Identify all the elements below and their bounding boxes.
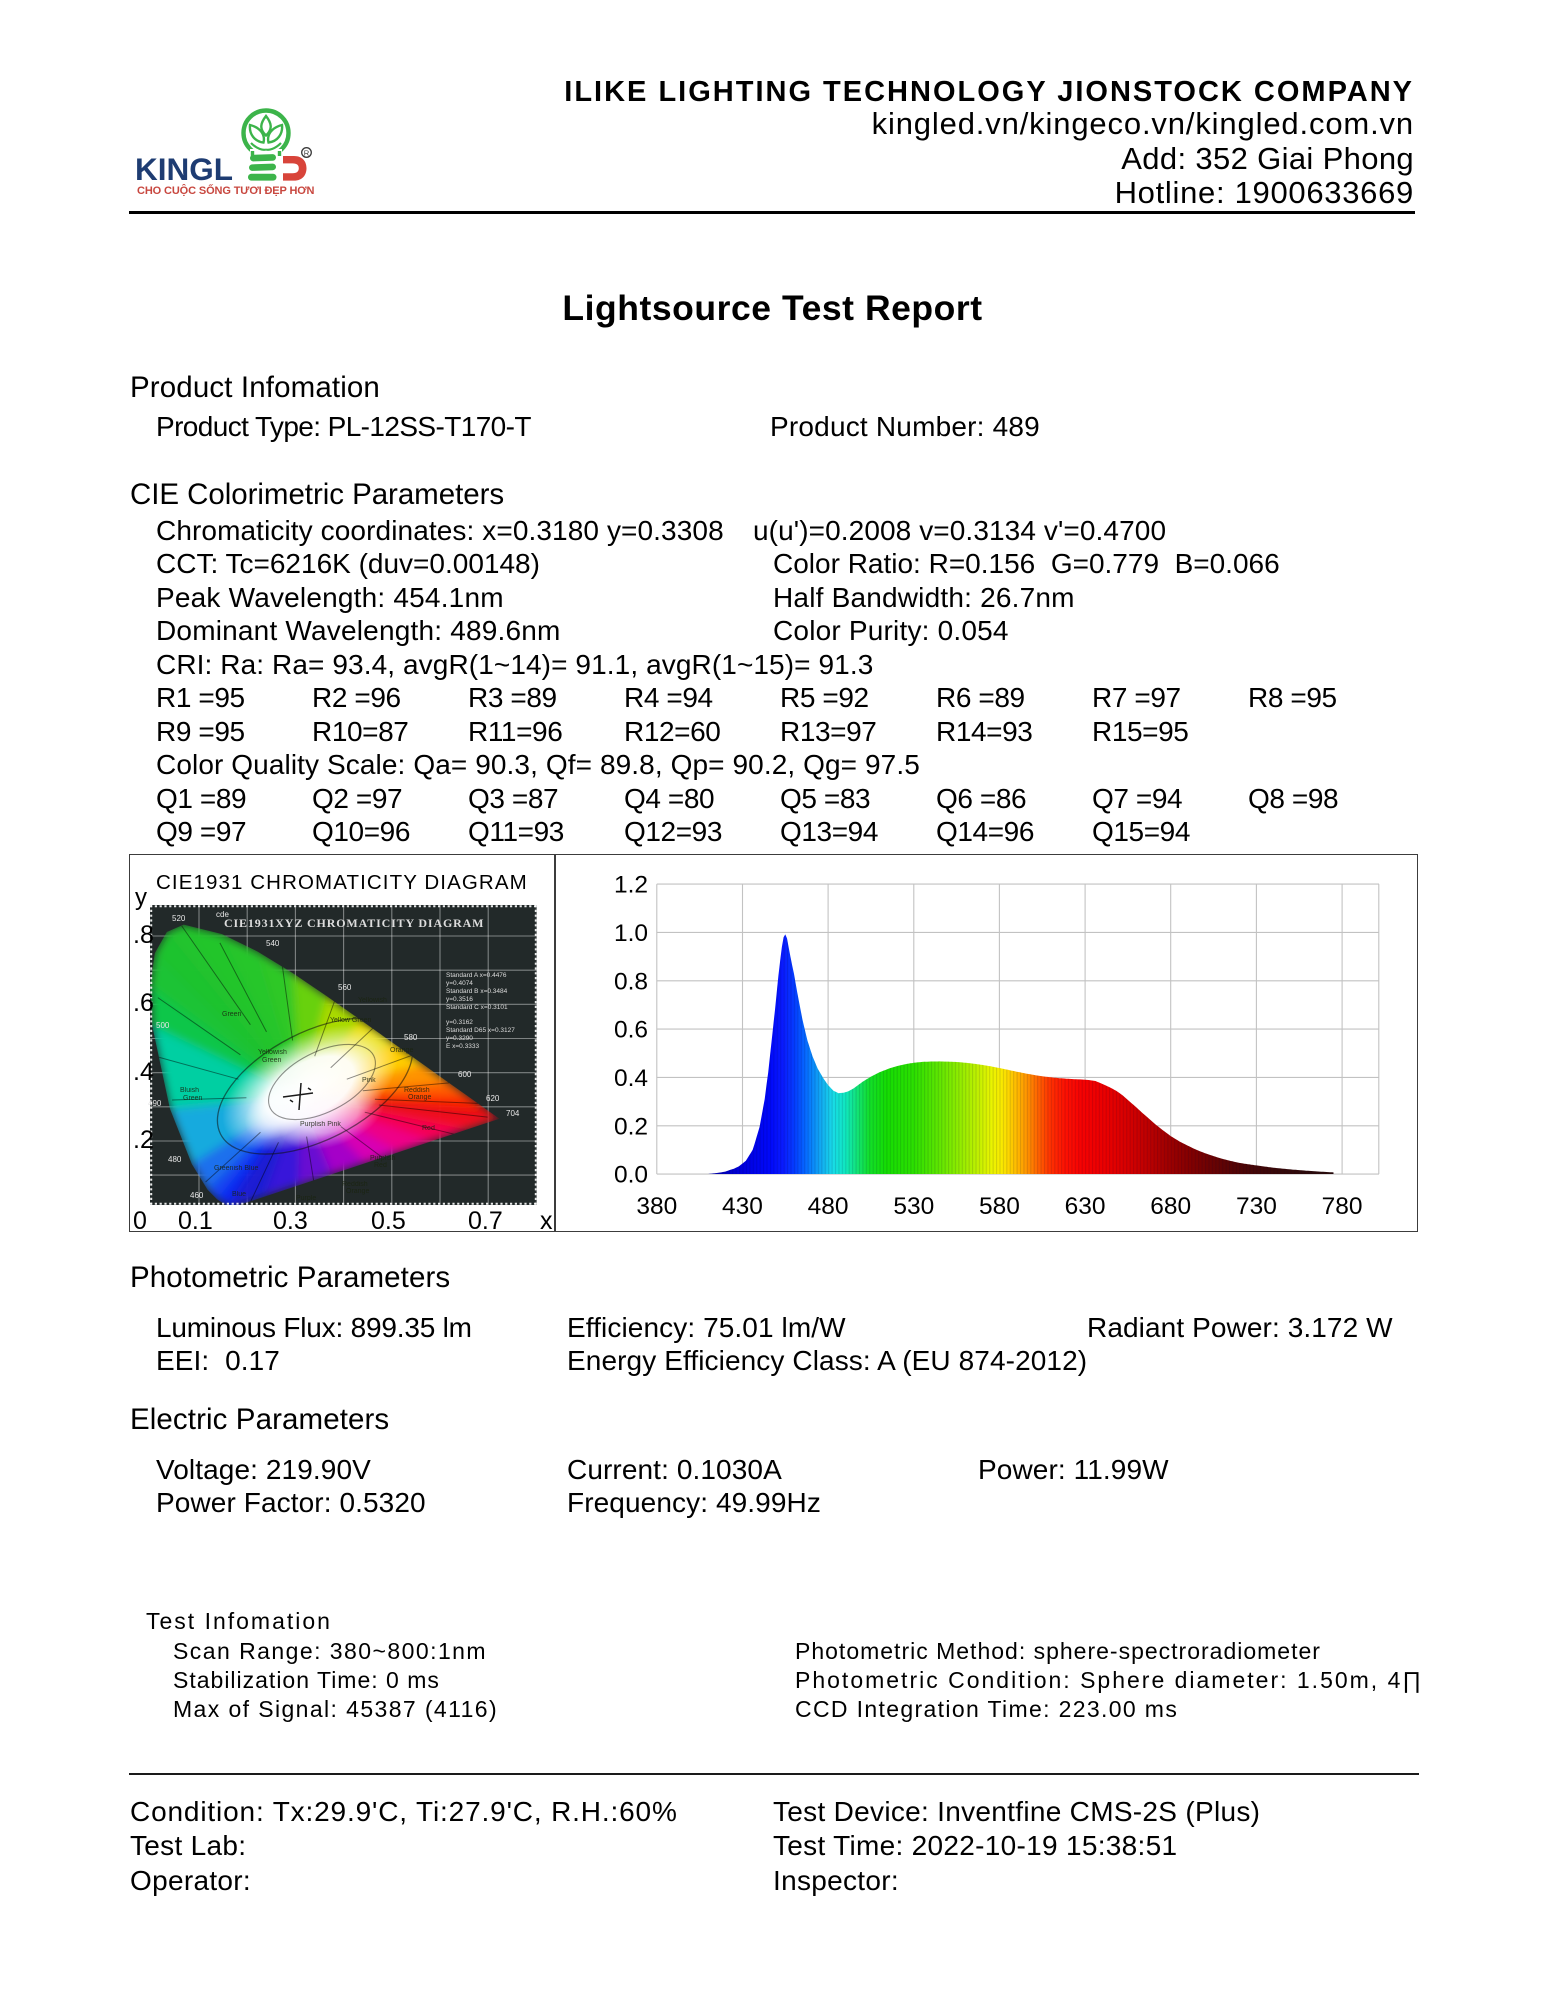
svg-text:520: 520	[172, 914, 186, 923]
svg-text:Greenish Blue: Greenish Blue	[214, 1165, 258, 1172]
svg-text:0.4: 0.4	[614, 1065, 648, 1092]
svg-text:704: 704	[506, 1109, 520, 1118]
svg-text:380: 380	[636, 1193, 677, 1220]
svg-text:780: 780	[1322, 1193, 1363, 1220]
svg-text:0.2: 0.2	[614, 1113, 648, 1140]
svg-text:480: 480	[808, 1193, 849, 1220]
svg-text:.8: .8	[133, 921, 154, 949]
svg-text:540: 540	[266, 939, 280, 948]
svg-text:Orange: Orange	[390, 1047, 413, 1054]
svg-text:500: 500	[156, 1021, 170, 1030]
svg-text:Yellowish: Yellowish	[358, 997, 387, 1004]
svg-text:Purplish Pink: Purplish Pink	[300, 1121, 341, 1128]
svg-text:R: R	[304, 149, 310, 158]
svg-text:y: y	[135, 884, 147, 911]
svg-text:1.2: 1.2	[614, 872, 648, 899]
svg-text:Red: Red	[422, 1125, 435, 1132]
svg-text:Standard D65 x=0.3127: Standard D65 x=0.3127	[446, 1027, 515, 1034]
svg-text:Orange: Orange	[346, 1188, 369, 1195]
svg-text:y=0.3516: y=0.3516	[446, 996, 473, 1003]
svg-text:Bluish: Bluish	[180, 1087, 199, 1094]
svg-text:Standard B x=0.3484: Standard B x=0.3484	[446, 988, 508, 995]
svg-text:Pink: Pink	[362, 1077, 376, 1084]
svg-text:0.8: 0.8	[614, 968, 648, 995]
svg-text:0.1: 0.1	[178, 1207, 213, 1232]
svg-text:580: 580	[979, 1193, 1020, 1220]
svg-text:Orange: Orange	[408, 1094, 431, 1101]
svg-text:Purple: Purple	[296, 1195, 316, 1202]
svg-text:.6: .6	[133, 989, 154, 1017]
svg-text:460: 460	[190, 1191, 204, 1200]
svg-text:x: x	[540, 1207, 553, 1232]
svg-text:CIE1931XYZ CHROMATICITY DIAGRA: CIE1931XYZ CHROMATICITY DIAGRAM	[224, 916, 484, 930]
svg-text:Reddish: Reddish	[404, 1087, 430, 1094]
svg-text:430: 430	[722, 1193, 763, 1220]
svg-text:0.0: 0.0	[614, 1162, 648, 1189]
svg-text:Yellow Green: Yellow Green	[330, 1017, 371, 1024]
svg-text:0.3: 0.3	[273, 1207, 308, 1232]
svg-text:Purplish: Purplish	[370, 1155, 395, 1162]
svg-text:1.0: 1.0	[614, 920, 648, 947]
svg-text:530: 530	[893, 1193, 934, 1220]
svg-text:560: 560	[338, 983, 352, 992]
svg-text:E x=0.3333: E x=0.3333	[446, 1043, 479, 1050]
svg-text:0.6: 0.6	[614, 1017, 648, 1044]
svg-text:490: 490	[148, 1099, 162, 1108]
svg-text:Blue: Blue	[232, 1191, 246, 1198]
svg-text:y=0.4074: y=0.4074	[446, 980, 473, 987]
svg-text:Yellowish: Yellowish	[258, 1049, 287, 1056]
svg-text:Green: Green	[183, 1095, 203, 1102]
svg-text:0: 0	[133, 1207, 147, 1232]
svg-text:KINGL: KINGL	[135, 151, 233, 187]
svg-text:CIE1931 CHROMATICITY DIAGRAM: CIE1931 CHROMATICITY DIAGRAM	[156, 871, 528, 894]
svg-text:600: 600	[458, 1070, 472, 1079]
svg-text:Green: Green	[262, 1057, 282, 1064]
svg-text:630: 630	[1065, 1193, 1106, 1220]
svg-text:y=0.3162: y=0.3162	[446, 1019, 473, 1026]
svg-text:Green: Green	[222, 1011, 242, 1018]
svg-text:680: 680	[1150, 1193, 1191, 1220]
svg-text:480: 480	[168, 1155, 182, 1164]
svg-text:.4: .4	[133, 1058, 154, 1086]
svg-text:580: 580	[404, 1033, 418, 1042]
svg-text:Standard C x=0.3101: Standard C x=0.3101	[446, 1004, 508, 1011]
svg-text:Standard A x=0.4476: Standard A x=0.4476	[446, 972, 507, 979]
svg-text:.2: .2	[133, 1126, 154, 1154]
svg-text:620: 620	[486, 1094, 500, 1103]
svg-text:Red: Red	[374, 1162, 387, 1169]
svg-text:Reddish: Reddish	[342, 1181, 368, 1188]
svg-text:y=0.3290: y=0.3290	[446, 1035, 473, 1042]
svg-text:0.7: 0.7	[468, 1207, 503, 1232]
svg-text:cde: cde	[216, 910, 229, 919]
svg-text:730: 730	[1236, 1193, 1277, 1220]
svg-text:CHO CUỘC SỐNG TƯƠI ĐẸP HƠN: CHO CUỘC SỐNG TƯƠI ĐẸP HƠN	[137, 183, 315, 197]
svg-text:0.5: 0.5	[371, 1207, 406, 1232]
